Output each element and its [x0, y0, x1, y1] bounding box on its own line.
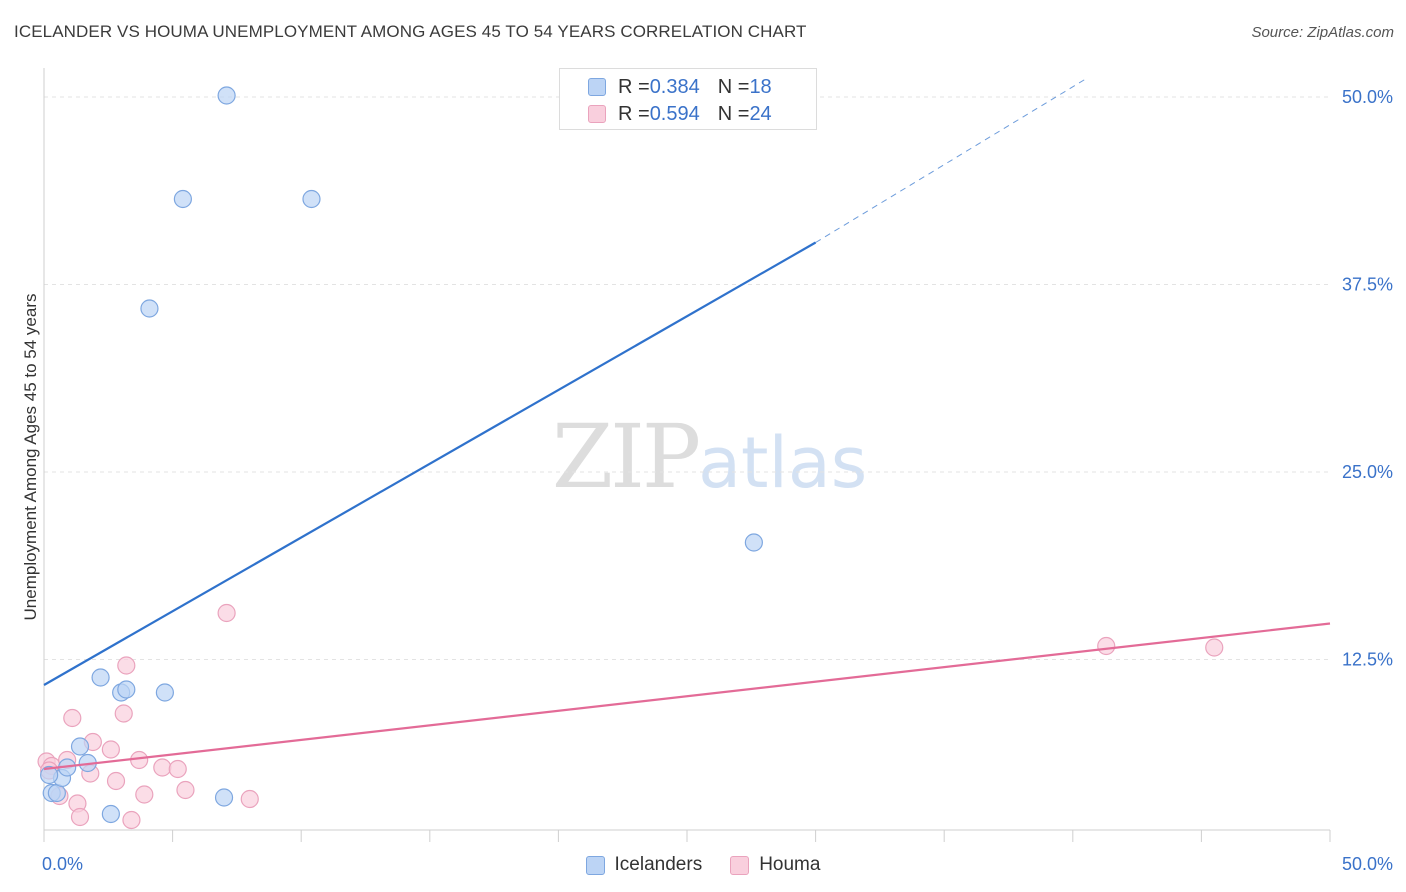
houma-point [114, 704, 133, 723]
icelanders-point [70, 737, 90, 756]
legend-r-value: 0.384 [649, 75, 700, 98]
watermark: ZIPatlas [552, 405, 867, 508]
legend-swatch-houma [588, 105, 606, 123]
houma-point [135, 785, 154, 804]
series-swatch-icelanders [585, 855, 605, 875]
icelanders-point [117, 680, 136, 699]
houma-point [217, 603, 236, 623]
x-tick-label: 0.0% [42, 854, 83, 874]
y-tick-label: 12.5% [1342, 650, 1393, 670]
houma-point [168, 759, 187, 779]
y-axis-label: Unemployment Among Ages 45 to 54 years [21, 293, 40, 621]
houma-point [153, 758, 172, 777]
source-label: Source: ZipAtlas.com [1251, 24, 1394, 41]
legend-n-value: 24 [749, 102, 772, 125]
icelanders-point [302, 189, 321, 209]
series-label-icelanders: Icelanders [614, 854, 703, 875]
icelanders-point [217, 86, 236, 105]
series-legend-icelanders[interactable]: Icelanders [585, 854, 703, 876]
icelanders-point [40, 765, 59, 785]
watermark-atlas: atlas [698, 422, 868, 504]
icelanders-point [91, 668, 110, 687]
icelanders-point [744, 533, 763, 552]
houma-point [117, 656, 136, 675]
houma-point [240, 789, 259, 809]
houma-point [1097, 636, 1116, 656]
legend-swatch-icelanders [588, 78, 606, 96]
chart-title: ICELANDER VS HOUMA UNEMPLOYMENT AMONG AG… [14, 22, 807, 41]
legend-n-label: N = [717, 75, 750, 98]
houma-point [176, 780, 195, 800]
houma-trend-line [43, 622, 1331, 771]
y-tick-label: 25.0% [1342, 462, 1393, 482]
y-tick-label: 37.5% [1342, 275, 1393, 295]
legend-row-icelanders: R = 0.384 N = 18 [588, 75, 772, 99]
correlation-legend: R = 0.384 N = 18 R = 0.594 N = 24 [559, 68, 817, 130]
icelanders-point [173, 189, 192, 209]
legend-r-value: 0.594 [649, 102, 700, 125]
legend-r-label: R = [618, 102, 650, 125]
legend-n-label: N = [717, 102, 750, 125]
series-label-houma: Houma [759, 854, 821, 875]
series-legend-houma[interactable]: Houma [730, 854, 820, 876]
legend-row-houma: R = 0.594 N = 24 [588, 102, 772, 126]
icelanders-trend-line [43, 241, 817, 686]
icelanders-point [155, 683, 174, 702]
houma-point [122, 810, 141, 830]
icelanders-point [214, 788, 234, 807]
x-tick-label: 50.0% [1342, 854, 1393, 874]
series-legend: Icelanders Houma [0, 852, 1406, 878]
legend-r-label: R = [618, 75, 650, 98]
series-swatch-houma [730, 855, 750, 875]
houma-point [101, 740, 120, 759]
houma-point [106, 771, 126, 791]
icelanders-point [101, 804, 120, 824]
houma-point [1205, 638, 1224, 657]
watermark-zip: ZIP [552, 405, 701, 508]
legend-n-value: 18 [749, 75, 772, 98]
y-tick-label: 50.0% [1342, 87, 1393, 107]
icelanders-point [140, 299, 159, 318]
houma-point [63, 708, 82, 728]
houma-point [70, 807, 90, 827]
icelanders-trend-extension [815, 78, 1086, 243]
